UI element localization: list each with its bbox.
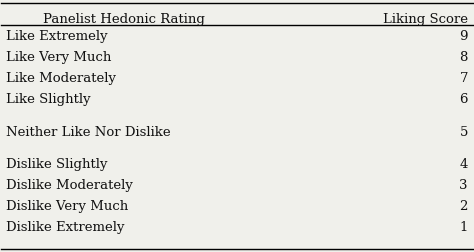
Text: Dislike Slightly: Dislike Slightly [6,158,108,171]
Text: Dislike Very Much: Dislike Very Much [6,200,128,213]
Text: 1: 1 [459,221,468,234]
Text: Panelist Hedonic Rating: Panelist Hedonic Rating [43,13,205,26]
Text: Like Moderately: Like Moderately [6,72,116,85]
Text: Liking Score: Liking Score [383,13,468,26]
Text: 8: 8 [459,51,468,64]
Text: 9: 9 [459,30,468,43]
Text: 4: 4 [459,158,468,171]
Text: Neither Like Nor Dislike: Neither Like Nor Dislike [6,126,171,139]
Text: 6: 6 [459,93,468,106]
Text: Dislike Moderately: Dislike Moderately [6,179,133,192]
Text: Like Very Much: Like Very Much [6,51,111,64]
Text: 3: 3 [459,179,468,192]
Text: 7: 7 [459,72,468,85]
Text: Like Extremely: Like Extremely [6,30,108,43]
Text: 5: 5 [459,126,468,139]
Text: Like Slightly: Like Slightly [6,93,91,106]
Text: Dislike Extremely: Dislike Extremely [6,221,125,234]
Text: 2: 2 [459,200,468,213]
